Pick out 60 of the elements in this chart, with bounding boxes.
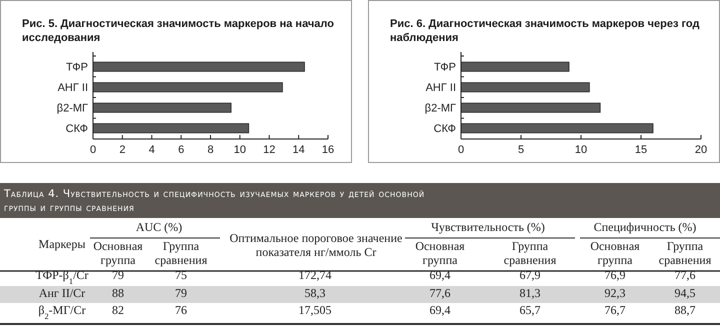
text: Маркеры bbox=[38, 237, 86, 251]
text: Группа сравнения bbox=[658, 239, 712, 267]
text: 69,4 bbox=[430, 303, 450, 317]
y-tick-label: СКФ bbox=[434, 123, 456, 136]
text: 58,3 bbox=[304, 286, 326, 300]
text: 81,3 bbox=[520, 286, 540, 300]
y-tick-label: СКФ bbox=[66, 123, 88, 136]
x-tick-label: 12 bbox=[263, 144, 276, 156]
text: 88 bbox=[112, 286, 124, 300]
y-tick-label: β2-МГ bbox=[56, 102, 88, 115]
text: 65,7 bbox=[520, 303, 540, 317]
x-tick-label: 0 bbox=[90, 144, 96, 156]
x-tick-label: 0 bbox=[458, 144, 464, 156]
chart-title: Рис. 5. Диагностическая значимость маркеров на начало исследования bbox=[22, 18, 334, 44]
text: Основная группа bbox=[93, 239, 144, 267]
text: Основная группа bbox=[590, 239, 640, 267]
text: 92,3 bbox=[604, 286, 626, 300]
text: 17,505 bbox=[298, 303, 332, 317]
y-tick-label: АНГ II bbox=[58, 82, 88, 94]
text: AUC (%) bbox=[136, 220, 182, 234]
text: 82 bbox=[112, 303, 124, 317]
text: Анг II/Cr bbox=[38, 286, 86, 300]
text: 79 bbox=[112, 268, 124, 282]
text: 69,4 bbox=[430, 268, 450, 282]
text: Основная группа bbox=[415, 239, 466, 267]
text: 88,7 bbox=[674, 303, 696, 317]
text: Таблица 4. Чувствительность и специфичность изучаемых маркеров у детей основной группы и группы сравнения bbox=[3, 188, 425, 214]
x-tick-label: 16 bbox=[322, 144, 334, 156]
text: Группа сравнения bbox=[154, 239, 208, 267]
y-tick-label: β2-МГ bbox=[424, 102, 456, 115]
x-tick-label: 10 bbox=[234, 144, 246, 156]
text: 76,9 bbox=[604, 268, 626, 282]
y-tick-label: ТФР bbox=[434, 62, 456, 74]
x-tick-label: 5 bbox=[518, 144, 524, 156]
text: 79 bbox=[175, 286, 187, 300]
text: 76 bbox=[175, 303, 187, 317]
chart-title: Рис. 6. Диагностическая значимость маркеров через год наблюдения bbox=[390, 18, 700, 44]
y-tick-label: АНГ II bbox=[426, 82, 456, 94]
x-tick-label: 15 bbox=[634, 144, 648, 156]
text: 75 bbox=[175, 268, 187, 282]
y-tick-label: ТФР bbox=[66, 62, 88, 74]
text: 76,7 bbox=[604, 303, 626, 317]
text: Чувствительность (%) bbox=[431, 220, 545, 234]
x-tick-label: 2 bbox=[119, 144, 126, 156]
text: Специфичность (%) bbox=[594, 220, 696, 234]
text: 94,5 bbox=[674, 286, 696, 300]
text: 77,6 bbox=[430, 286, 450, 300]
x-tick-label: 4 bbox=[148, 144, 155, 156]
x-tick-label: 14 bbox=[292, 144, 305, 156]
x-tick-label: 20 bbox=[694, 144, 708, 156]
text: Группа сравнения bbox=[504, 239, 557, 267]
text: ТФР-β$_{1}$/Cr bbox=[36, 268, 88, 286]
x-tick-label: 8 bbox=[207, 144, 214, 156]
text: 67,9 bbox=[520, 268, 540, 282]
text: 172,74 bbox=[298, 268, 332, 282]
x-tick-label: 6 bbox=[178, 144, 184, 156]
text: Оптимальное пороговое значение показателя нг/ммоль Cr bbox=[230, 231, 402, 259]
x-tick-label: 10 bbox=[574, 144, 588, 156]
text: β$_{2}$-МГ/Cr bbox=[38, 303, 86, 320]
text: 77,6 bbox=[674, 268, 696, 282]
